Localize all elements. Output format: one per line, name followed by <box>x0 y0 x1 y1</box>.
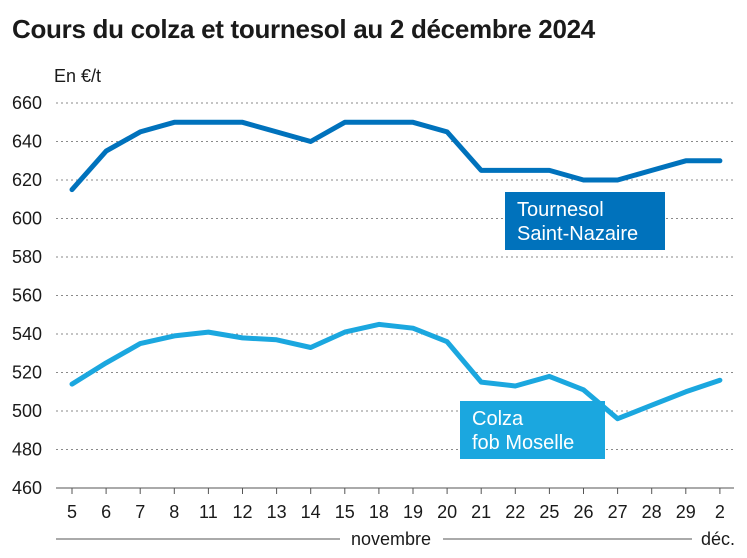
series-label-text: fob Moselle <box>472 432 574 454</box>
x-tick-label: 18 <box>369 502 389 522</box>
x-tick-label: 27 <box>608 502 628 522</box>
series-line-tournesol <box>69 119 723 193</box>
y-tick-label: 560 <box>12 286 42 306</box>
period-label-dec: déc. <box>701 529 735 549</box>
x-tick-label: 29 <box>676 502 696 522</box>
series-line-colza <box>69 321 723 422</box>
x-tick-label: 11 <box>199 502 218 522</box>
y-tick-label: 640 <box>12 132 42 152</box>
x-tick-label: 6 <box>101 502 111 522</box>
y-tick-label: 620 <box>12 170 42 190</box>
y-tick-label: 460 <box>12 478 42 498</box>
period-label-novembre: novembre <box>351 529 431 549</box>
y-tick-label: 520 <box>12 363 42 383</box>
y-tick-label: 580 <box>12 247 42 267</box>
x-tick-label: 15 <box>335 502 355 522</box>
series-label-text: Tournesol <box>517 199 604 221</box>
x-tick-label: 22 <box>505 502 525 522</box>
y-tick-label: 660 <box>12 93 42 113</box>
x-tick-label: 19 <box>403 502 423 522</box>
y-axis-unit-label: En €/t <box>54 66 102 86</box>
series-label-box-colza <box>460 401 605 459</box>
x-tick-label: 28 <box>642 502 662 522</box>
series-label-text: Saint-Nazaire <box>517 223 638 245</box>
x-tick-label: 25 <box>539 502 559 522</box>
series-label-box-tournesol <box>505 192 665 250</box>
chart-title: Cours du colza et tournesol au 2 décembr… <box>12 14 595 44</box>
x-tick-label: 5 <box>67 502 77 522</box>
y-tick-label: 600 <box>12 209 42 229</box>
x-tick-label: 21 <box>471 502 491 522</box>
x-tick-label: 8 <box>169 502 179 522</box>
x-tick-label: 7 <box>135 502 145 522</box>
x-tick-label: 26 <box>573 502 593 522</box>
x-tick-label: 12 <box>232 502 252 522</box>
y-tick-label: 480 <box>12 440 42 460</box>
x-tick-label: 2 <box>715 502 725 522</box>
x-tick-label: 13 <box>267 502 287 522</box>
x-tick-label: 14 <box>301 502 321 522</box>
series-label-text: Colza <box>472 408 524 430</box>
y-tick-label: 500 <box>12 401 42 421</box>
x-tick-label: 20 <box>437 502 457 522</box>
y-tick-label: 540 <box>12 324 42 344</box>
